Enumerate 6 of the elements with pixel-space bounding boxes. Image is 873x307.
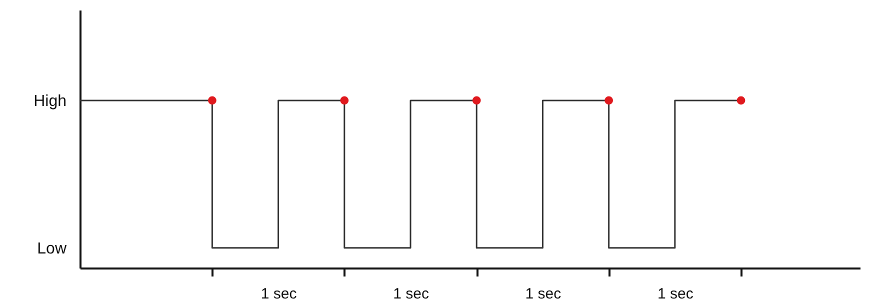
x-tick-label: 1 sec — [260, 286, 298, 302]
x-tick-label: 1 sec — [525, 286, 562, 302]
annotation: Low — [37, 240, 67, 258]
annotation: High — [34, 92, 66, 110]
x-tick-label: 1 sec — [657, 286, 694, 302]
x-tick-label: 1 sec — [393, 286, 430, 302]
